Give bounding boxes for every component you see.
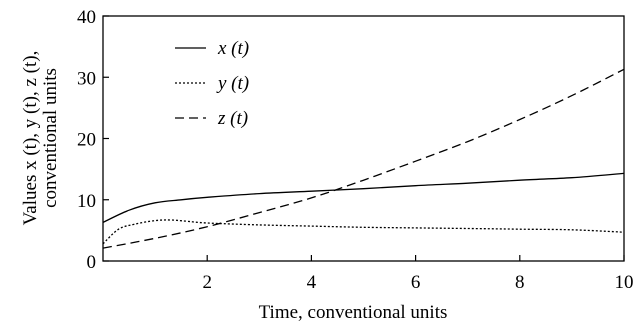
y-tick-label: 30 (77, 68, 96, 89)
y-tick-label: 40 (77, 7, 96, 28)
y-tick-label: 0 (87, 252, 97, 273)
x-ticks: 2 4 6 8 10 (202, 255, 634, 293)
y-tick-label: 10 (77, 191, 96, 212)
x-tick-label: 10 (615, 272, 634, 293)
legend: x (t) y (t) z (t) (175, 38, 249, 129)
plot-frame (102, 15, 625, 262)
y-ticks: 0 10 20 30 40 (77, 7, 109, 273)
series-lines (102, 68, 625, 249)
x-tick-label: 6 (411, 272, 421, 293)
y-tick-label: 20 (77, 130, 96, 151)
y-axis-title-line2: conventional units (40, 68, 61, 208)
x-tick-label: 2 (202, 272, 212, 293)
legend-label: y (t) (216, 73, 249, 94)
legend-label: z (t) (217, 108, 248, 129)
y-axis-title-line1: Values x (t), y (t), z (t), (20, 51, 41, 226)
legend-label: x (t) (217, 38, 249, 59)
x-tick-label: 4 (307, 272, 317, 293)
x-tick-label: 8 (515, 272, 525, 293)
series-line-3 (102, 68, 625, 249)
series-line-1 (102, 172, 625, 223)
x-axis-title: Time, conventional units (259, 302, 448, 323)
series-line-2 (102, 219, 625, 245)
